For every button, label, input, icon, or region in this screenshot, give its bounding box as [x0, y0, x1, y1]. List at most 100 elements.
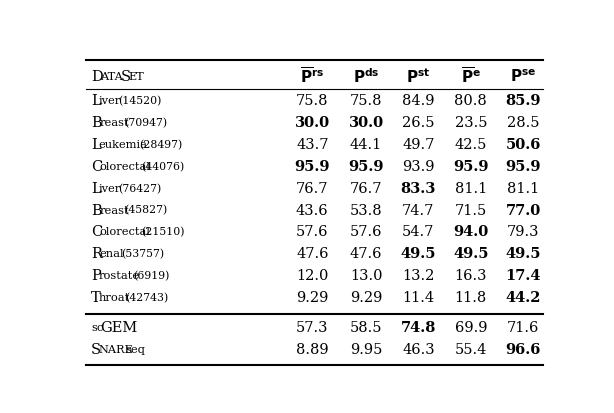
Text: enal: enal [99, 249, 124, 259]
Text: 11.4: 11.4 [402, 290, 435, 304]
Text: (70947): (70947) [125, 118, 168, 128]
Text: 12.0: 12.0 [296, 268, 328, 282]
Text: 17.4: 17.4 [505, 268, 541, 282]
Text: 77.0: 77.0 [505, 203, 541, 217]
Text: 96.6: 96.6 [505, 342, 541, 356]
Text: 95.9: 95.9 [453, 159, 489, 173]
Text: 43.7: 43.7 [296, 138, 328, 152]
Text: 16.3: 16.3 [454, 268, 487, 282]
Text: 58.5: 58.5 [350, 320, 383, 335]
Text: olorectal: olorectal [99, 227, 150, 237]
Text: rostate: rostate [99, 271, 140, 280]
Text: 26.5: 26.5 [402, 116, 435, 130]
Text: 30.0: 30.0 [349, 116, 384, 130]
Text: $\mathbf{P}^{\mathbf{ds}}$: $\mathbf{P}^{\mathbf{ds}}$ [352, 67, 379, 86]
Text: olorectal: olorectal [99, 161, 150, 171]
Text: iver: iver [99, 183, 121, 193]
Text: 49.5: 49.5 [401, 247, 436, 261]
Text: $\overline{\mathbf{P}}^{\mathbf{e}}$: $\overline{\mathbf{P}}^{\mathbf{e}}$ [460, 66, 481, 87]
Text: $\mathbf{P}^{\mathbf{st}}$: $\mathbf{P}^{\mathbf{st}}$ [406, 67, 430, 86]
Text: 74.8: 74.8 [401, 320, 436, 335]
Text: sc: sc [91, 323, 103, 332]
Text: $\overline{\mathbf{P}}^{\mathbf{rs}}$: $\overline{\mathbf{P}}^{\mathbf{rs}}$ [300, 66, 324, 87]
Text: (21510): (21510) [142, 227, 185, 237]
Text: 47.6: 47.6 [296, 247, 328, 261]
Text: 53.8: 53.8 [350, 203, 383, 217]
Text: 71.5: 71.5 [454, 203, 487, 217]
Text: 54.7: 54.7 [402, 225, 435, 239]
Text: L: L [91, 181, 101, 195]
Text: 8.89: 8.89 [296, 342, 328, 356]
Text: 44.1: 44.1 [350, 138, 382, 152]
Text: 76.7: 76.7 [350, 181, 383, 195]
Text: 57.6: 57.6 [350, 225, 383, 239]
Text: 80.8: 80.8 [454, 94, 487, 108]
Text: 9.95: 9.95 [350, 342, 383, 356]
Text: (6919): (6919) [133, 270, 169, 280]
Text: 95.9: 95.9 [295, 159, 330, 173]
Text: 42.5: 42.5 [454, 138, 487, 152]
Text: (76427): (76427) [119, 183, 161, 193]
Text: S: S [91, 342, 101, 356]
Text: NARE: NARE [99, 344, 134, 354]
Text: 9.29: 9.29 [296, 290, 328, 304]
Text: 95.9: 95.9 [505, 159, 541, 173]
Text: 13.0: 13.0 [350, 268, 383, 282]
Text: (45827): (45827) [125, 205, 168, 215]
Text: 74.7: 74.7 [402, 203, 435, 217]
Text: 49.5: 49.5 [453, 247, 489, 261]
Text: $\mathbf{P}^{\mathbf{se}}$: $\mathbf{P}^{\mathbf{se}}$ [510, 68, 536, 85]
Text: D: D [91, 70, 103, 83]
Text: 9.29: 9.29 [350, 290, 383, 304]
Text: 55.4: 55.4 [454, 342, 487, 356]
Text: 49.5: 49.5 [505, 247, 541, 261]
Text: hroat: hroat [99, 292, 130, 302]
Text: C: C [91, 159, 103, 173]
Text: P: P [91, 268, 101, 282]
Text: reast: reast [99, 205, 129, 215]
Text: eukemia: eukemia [99, 140, 147, 150]
Text: (53757): (53757) [121, 249, 164, 259]
Text: 57.6: 57.6 [296, 225, 328, 239]
Text: 94.0: 94.0 [453, 225, 488, 239]
Text: 44.2: 44.2 [505, 290, 541, 304]
Text: 83.3: 83.3 [401, 181, 436, 195]
Text: B: B [91, 116, 102, 130]
Text: L: L [91, 138, 101, 152]
Text: iver: iver [99, 96, 121, 106]
Text: ATA: ATA [100, 71, 123, 82]
Text: 81.1: 81.1 [454, 181, 487, 195]
Text: 71.6: 71.6 [507, 320, 539, 335]
Text: 23.5: 23.5 [454, 116, 487, 130]
Text: T: T [91, 290, 101, 304]
Text: 30.0: 30.0 [295, 116, 330, 130]
Text: 75.8: 75.8 [350, 94, 383, 108]
Text: 57.3: 57.3 [296, 320, 328, 335]
Text: C: C [91, 225, 103, 239]
Text: (42743): (42743) [125, 292, 168, 302]
Text: 76.7: 76.7 [296, 181, 328, 195]
Text: 84.9: 84.9 [402, 94, 435, 108]
Text: R: R [91, 247, 102, 261]
Text: 47.6: 47.6 [350, 247, 383, 261]
Text: 13.2: 13.2 [402, 268, 435, 282]
Text: (28497): (28497) [139, 140, 182, 150]
Text: 69.9: 69.9 [454, 320, 487, 335]
Text: 46.3: 46.3 [402, 342, 435, 356]
Text: 93.9: 93.9 [402, 159, 435, 173]
Text: L: L [91, 94, 101, 108]
Text: B: B [91, 203, 102, 217]
Text: S: S [121, 70, 131, 83]
Text: 81.1: 81.1 [507, 181, 539, 195]
Text: 49.7: 49.7 [402, 138, 435, 152]
Text: 11.8: 11.8 [454, 290, 487, 304]
Text: seq: seq [126, 344, 146, 354]
Text: GEM: GEM [101, 320, 138, 335]
Text: ET: ET [128, 71, 144, 82]
Text: (44076): (44076) [142, 161, 185, 171]
Text: 79.3: 79.3 [507, 225, 539, 239]
Text: 50.6: 50.6 [505, 138, 541, 152]
Text: reast: reast [99, 118, 129, 128]
Text: 43.6: 43.6 [296, 203, 328, 217]
Text: 28.5: 28.5 [507, 116, 539, 130]
